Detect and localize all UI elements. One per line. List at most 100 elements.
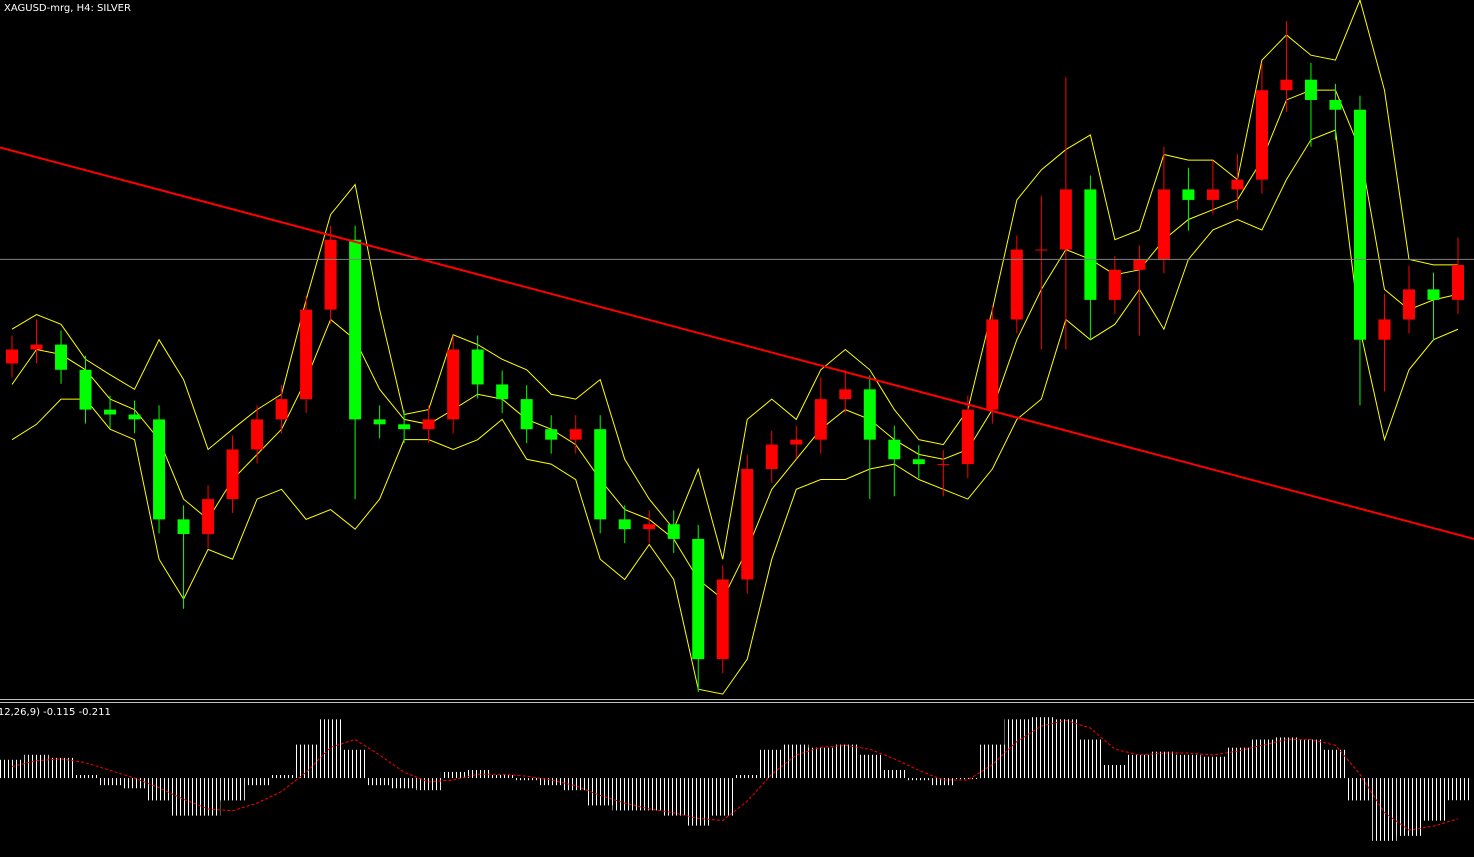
candle-body [814,399,827,440]
candle-body [128,414,141,420]
candle-body [545,429,558,440]
macd-bar [857,754,883,779]
candle-body [1182,189,1195,200]
candle-body [79,369,92,410]
macd-bar [367,778,392,786]
candle-body [643,524,656,530]
candle-body [594,429,607,520]
candle-body [741,469,754,580]
candle-body [177,519,190,535]
trendline [0,146,1474,540]
macd-bar [342,749,368,779]
macd-bar [563,778,588,791]
candle-body [863,389,876,440]
macd-bar [1127,754,1152,779]
bollinger-upper [11,0,1458,560]
candle-body [1035,249,1048,251]
macd-bar [73,774,98,779]
candle-body [1157,189,1170,260]
macd-bar [97,778,123,786]
candle-body [447,349,460,420]
candle-body [888,439,901,460]
candle-body [1231,179,1244,190]
macd-bar [269,774,294,779]
candle-body [1010,249,1023,320]
bollinger-lower [11,129,1459,695]
macd-bar [759,749,785,779]
macd-bar [1176,754,1201,779]
macd-bar [1396,778,1422,836]
candle-body [961,409,974,465]
macd-bar [416,778,441,791]
candle-body [1280,79,1293,91]
candle-body [1084,189,1097,300]
macd-bar [980,744,1005,779]
macd-bar [244,778,270,786]
macd-bar [955,778,981,780]
macd-bar [661,778,686,816]
macd-bar [48,757,74,779]
macd-bar [1004,719,1030,779]
candle-body [496,384,509,400]
macd-bar [1029,717,1054,779]
macd-panel [0,717,1471,841]
bollinger-middle [11,89,1459,600]
candle-body [1402,289,1415,320]
candle-body [398,424,411,430]
candle-body [716,579,729,660]
candle-body [251,419,264,450]
candle-body [104,409,117,415]
candle-body [790,439,803,445]
candle-body [1304,79,1317,100]
macd-bar [195,778,221,816]
candle-body [618,519,631,530]
candle-body [1353,109,1366,340]
macd-bar [1200,756,1226,779]
candle-body [30,344,43,350]
candle-body [1427,289,1440,300]
macd-bar [220,778,245,801]
candle-body [1206,189,1219,200]
macd-bar [514,778,539,781]
candle-body [1329,99,1342,110]
macd-bar [489,774,515,779]
macd-bar [612,778,637,811]
macd-bar [833,744,858,779]
macd-bar [122,778,147,789]
macd-bar [293,744,319,779]
candle-body [569,429,582,440]
macd-bar [1102,764,1128,779]
macd-bar [1323,749,1348,779]
signal-line [11,719,1459,831]
candle-body [1059,189,1072,250]
candle-body [692,538,705,660]
candle-body [349,239,362,420]
macd-bar [1372,778,1397,841]
candle-body [839,389,852,400]
candle-body [937,464,950,466]
macd-bar [808,747,834,779]
candle-body [520,399,533,430]
macd-bar [1249,739,1275,779]
macd-bar [1421,778,1446,821]
macd-bar [318,719,343,779]
indicator-title: (12,26,9) -0.115 -0.211 [0,707,111,718]
candle-body [275,399,288,420]
macd-bar [146,778,172,801]
candle-body [226,449,239,500]
candle-body [986,319,999,410]
macd-bar [1445,778,1471,801]
macd-bar [685,778,711,826]
candle-body [324,239,337,310]
candle-body [1108,269,1121,300]
macd-bar [1298,739,1324,779]
macd-bar [171,778,196,816]
macd-bar [1274,737,1299,779]
macd-bar [1078,739,1103,779]
candle-body [471,349,484,385]
candle-body [1133,259,1146,270]
macd-bar [882,769,907,779]
candle-body [1452,264,1464,300]
